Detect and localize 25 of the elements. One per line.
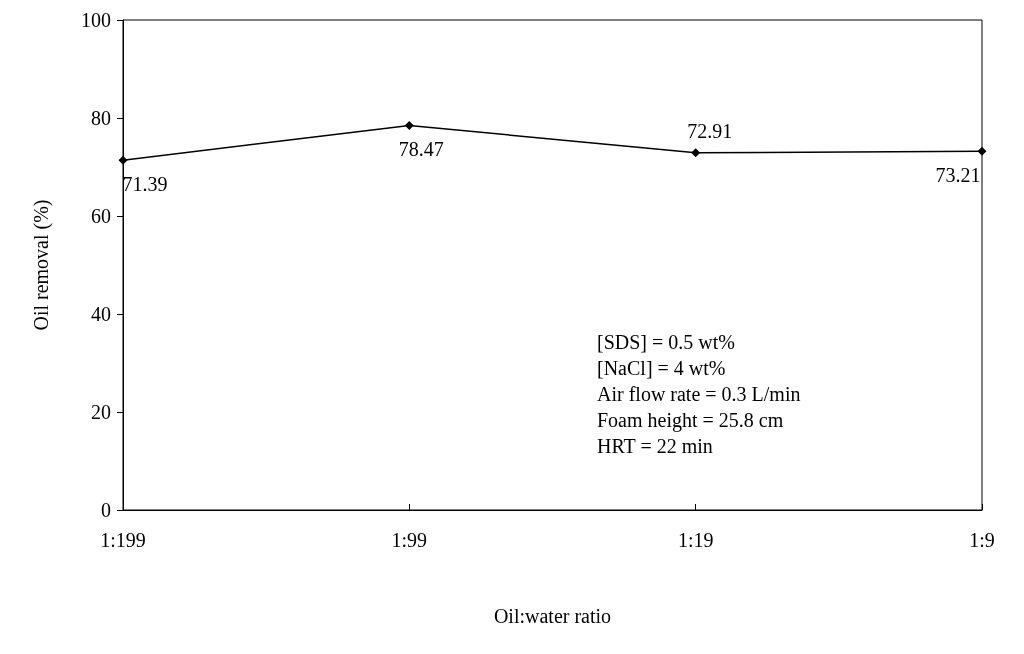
y-tick-label: 80 xyxy=(91,107,111,129)
x-tick-label: 1:99 xyxy=(391,529,428,551)
annotation: [SDS] = 0.5 wt% xyxy=(597,331,735,353)
annotation: [NaCl] = 4 wt% xyxy=(597,357,726,379)
annotation: Foam height = 25.8 cm xyxy=(597,409,784,432)
annotation: HRT = 22 min xyxy=(597,435,713,457)
data-label: 71.39 xyxy=(122,172,168,195)
y-tick-label: 0 xyxy=(101,499,111,521)
data-label: 78.47 xyxy=(398,138,444,160)
data-label: 72.91 xyxy=(687,120,733,143)
x-tick-label: 1:19 xyxy=(677,529,714,551)
data-label: 73.21 xyxy=(935,163,981,186)
y-tick-label: 40 xyxy=(91,303,111,325)
point xyxy=(691,148,701,158)
point xyxy=(977,146,987,156)
y-tick-label: 20 xyxy=(91,401,111,423)
x-axis-title: Oil:water ratio xyxy=(493,605,612,627)
point xyxy=(118,155,128,165)
x-tick-label: 1:9 xyxy=(969,529,995,551)
annotation: Air flow rate = 0.3 L/min xyxy=(597,383,801,405)
y-axis-title: Oil removal (%) xyxy=(30,199,53,331)
y-tick-label: 100 xyxy=(81,9,111,31)
y-tick-label: 60 xyxy=(91,205,111,227)
x-tick-label: 1:199 xyxy=(100,529,146,551)
point xyxy=(404,121,414,130)
